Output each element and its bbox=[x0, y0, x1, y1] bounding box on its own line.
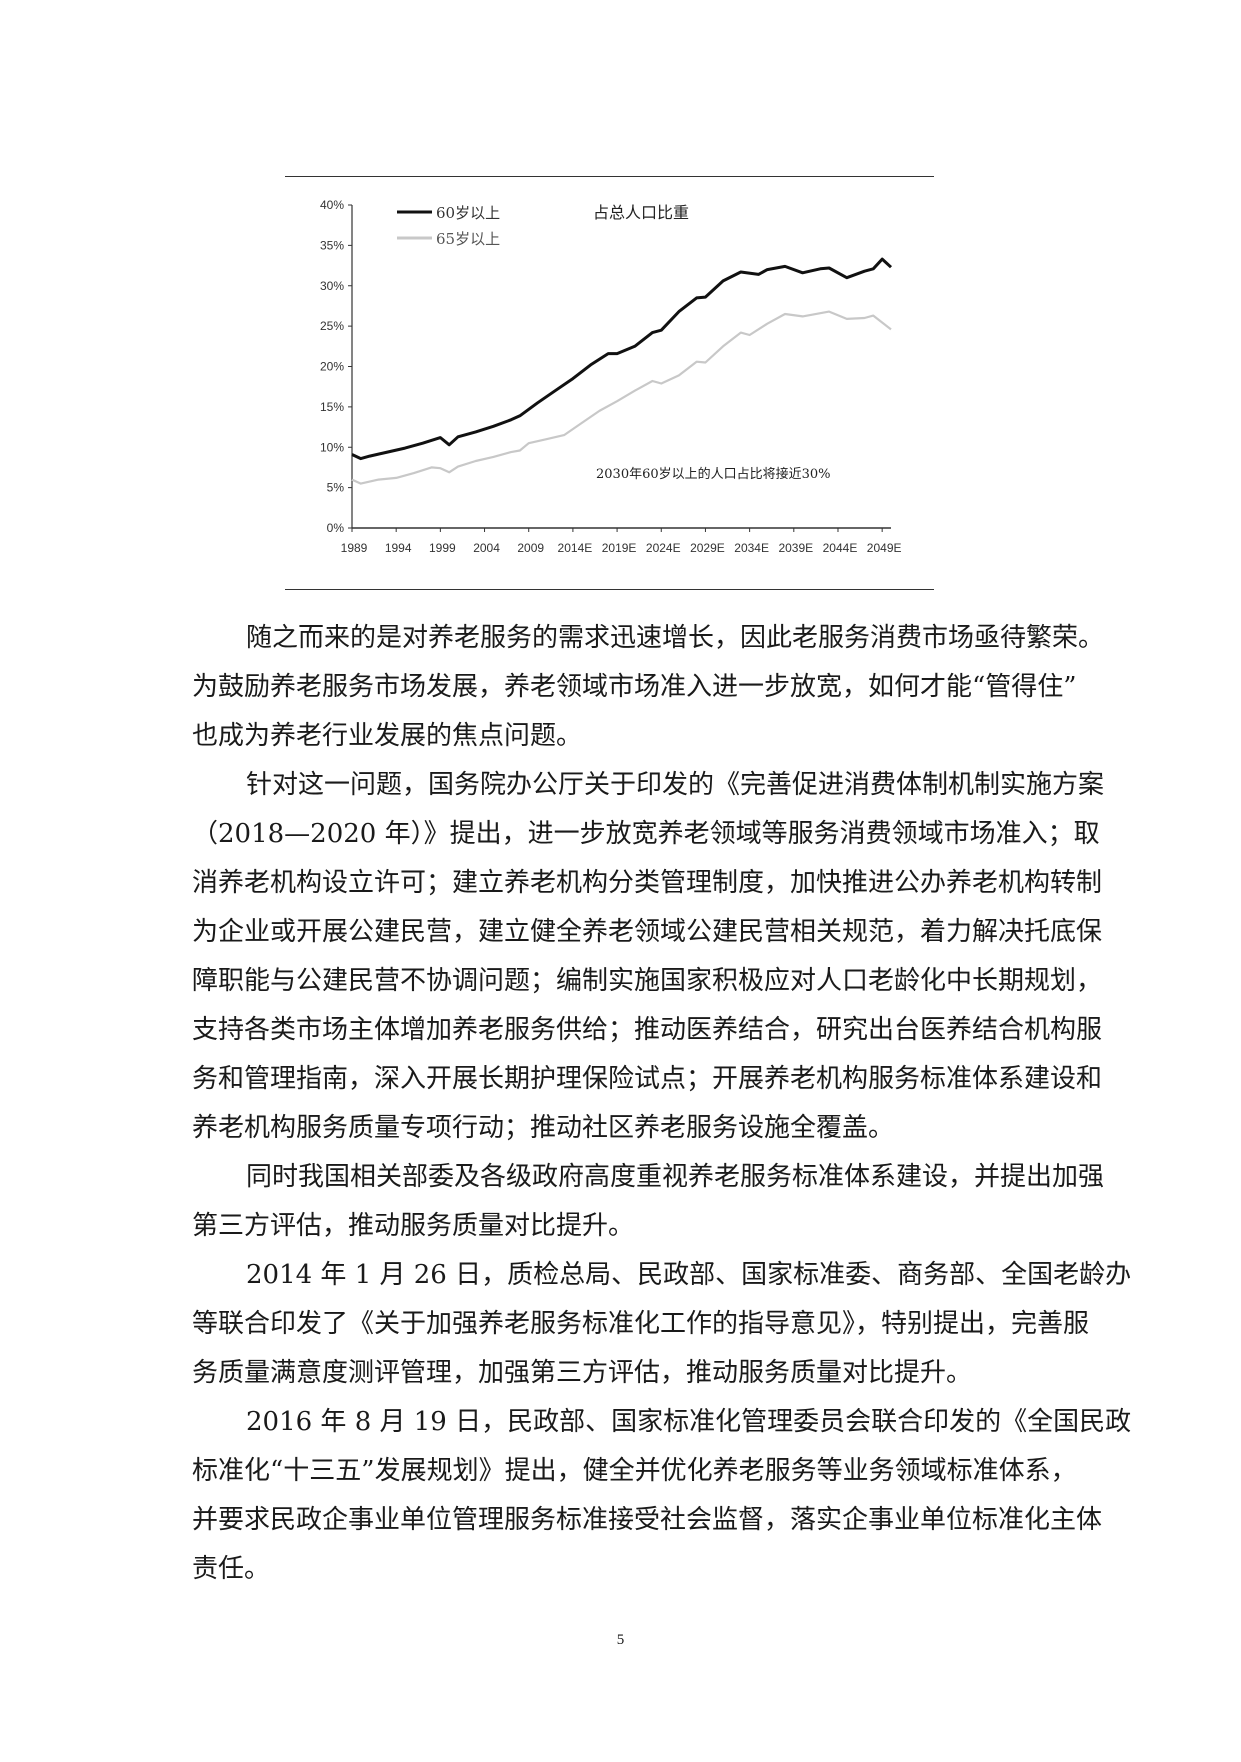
paragraph-line: 2014 年 1 月 26 日，质检总局、民政部、国家标准委、商务部、全国老龄办 bbox=[246, 1260, 1132, 1290]
paragraph: 2016 年 8 月 19 日，民政部、国家标准化管理委员会联合印发的《全国民政… bbox=[192, 1398, 1132, 1594]
y-tick-label: 20% bbox=[320, 360, 344, 374]
x-tick-label: 2009 bbox=[517, 541, 544, 555]
x-tick-label: 1999 bbox=[429, 541, 456, 555]
y-tick-label: 10% bbox=[320, 440, 344, 454]
x-tick-label: 2034E bbox=[734, 541, 769, 555]
y-tick-label: 35% bbox=[320, 238, 344, 252]
y-tick-label: 15% bbox=[320, 400, 344, 414]
y-tick-label: 0% bbox=[327, 521, 345, 535]
paragraph-line: 消养老机构设立许可；建立养老机构分类管理制度，加快推进公办养老机构转制 bbox=[192, 868, 1103, 898]
series-line-65-plus bbox=[351, 310, 892, 485]
paragraph-line: 支持各类市场主体增加养老服务供给；推动医养结合，研究出台医养结合机构服 bbox=[192, 1015, 1103, 1045]
paragraph-line: 责任。 bbox=[192, 1554, 271, 1584]
x-tick-label: 1994 bbox=[385, 541, 412, 555]
x-tick-label: 2024E bbox=[646, 541, 681, 555]
paragraph-line: 务质量满意度测评管理，加强第三方评估，推动服务质量对比提升。 bbox=[192, 1358, 973, 1388]
x-tick-label: 2004 bbox=[473, 541, 500, 555]
paragraph-line: 也成为养老行业发展的焦点问题。 bbox=[192, 721, 583, 751]
page-number: 5 bbox=[616, 1632, 625, 1648]
chart-annotation: 2030年60岁以上的人口占比将接近30% bbox=[596, 466, 831, 482]
paragraph-line: 等联合印发了《关于加强养老服务标准化工作的指导意见》，特别提出，完善服 bbox=[192, 1309, 1090, 1339]
x-tick-label: 2039E bbox=[778, 541, 813, 555]
chart-legend: 60岁以上 65岁以上 bbox=[397, 204, 500, 248]
x-tick-label: 2049E bbox=[867, 541, 902, 555]
paragraph: 随之而来的是对养老服务的需求迅速增长，因此老服务消费市场亟待繁荣。为鼓励养老服务… bbox=[192, 614, 1105, 761]
paragraph: 同时我国相关部委及各级政府高度重视养老服务标准体系建设，并提出加强第三方评估，推… bbox=[192, 1153, 1105, 1251]
y-tick-label: 30% bbox=[320, 279, 344, 293]
chart-top-rule bbox=[285, 176, 934, 177]
paragraph-line: 针对这一问题，国务院办公厅关于印发的《完善促进消费体制机制实施方案 bbox=[246, 770, 1105, 800]
legend-label-65: 65岁以上 bbox=[436, 230, 500, 248]
legend-label-60: 60岁以上 bbox=[436, 204, 500, 222]
y-tick-label: 5% bbox=[327, 481, 345, 495]
paragraph-line: 同时我国相关部委及各级政府高度重视养老服务标准体系建设，并提出加强 bbox=[246, 1162, 1105, 1192]
paragraph-line: 随之而来的是对养老服务的需求迅速增长，因此老服务消费市场亟待繁荣。 bbox=[246, 623, 1105, 653]
paragraph-line: 并要求民政企事业单位管理服务标准接受社会监督，落实企事业单位标准化主体 bbox=[192, 1505, 1103, 1535]
paragraph-line: 为企业或开展公建民营，建立健全养老领域公建民营相关规范，着力解决托底保 bbox=[192, 917, 1103, 947]
paragraph-line: 养老机构服务质量专项行动；推动社区养老服务设施全覆盖。 bbox=[192, 1113, 895, 1143]
paragraph-line: 障职能与公建民营不协调问题；编制实施国家积极应对人口老龄化中长期规划， bbox=[192, 966, 1103, 996]
chart-axes: 0% 5% 10% 15% 20% 25% 30% 35% 40% 1989 1994 1999 200… bbox=[320, 198, 902, 555]
x-tick-label: 2029E bbox=[690, 541, 725, 555]
x-tick-label: 1989 bbox=[341, 541, 368, 555]
paragraph-line: 第三方评估，推动服务质量对比提升。 bbox=[192, 1211, 635, 1241]
paragraph-line: 2016 年 8 月 19 日，民政部、国家标准化管理委员会联合印发的《全国民政 bbox=[246, 1407, 1132, 1437]
y-tick-label: 25% bbox=[320, 319, 344, 333]
paragraph-line: 为鼓励养老服务市场发展，养老领域市场准入进一步放宽，如何才能“管得住” bbox=[192, 672, 1077, 702]
x-tick-label: 2014E bbox=[558, 541, 593, 555]
population-aging-chart: 0% 5% 10% 15% 20% 25% 30% 35% 40% 1989 1994 1999 200… bbox=[320, 198, 902, 555]
series-line-60-plus bbox=[351, 257, 893, 461]
chart-title: 占总人口比重 bbox=[593, 203, 689, 222]
paragraph-line: 务和管理指南，深入开展长期护理保险试点；开展养老机构服务标准体系建设和 bbox=[192, 1064, 1103, 1094]
y-tick-label: 40% bbox=[320, 198, 344, 212]
chart-series bbox=[351, 257, 893, 485]
chart-bottom-rule bbox=[285, 589, 934, 590]
paragraph-line: 标准化“十三五”发展规划》提出，健全并优化养老服务等业务领域标准体系， bbox=[192, 1456, 1077, 1486]
x-tick-label: 2044E bbox=[823, 541, 858, 555]
body-text: 随之而来的是对养老服务的需求迅速增长，因此老服务消费市场亟待繁荣。为鼓励养老服务… bbox=[192, 614, 1132, 1594]
x-tick-label: 2019E bbox=[602, 541, 637, 555]
paragraph: 2014 年 1 月 26 日，质检总局、民政部、国家标准委、商务部、全国老龄办… bbox=[192, 1251, 1132, 1398]
paragraph-line: （2018—2020 年）》提出，进一步放宽养老领域等服务消费领域市场准入；取 bbox=[192, 819, 1100, 849]
paragraph: 针对这一问题，国务院办公厅关于印发的《完善促进消费体制机制实施方案 （2018—2… bbox=[192, 761, 1105, 1153]
